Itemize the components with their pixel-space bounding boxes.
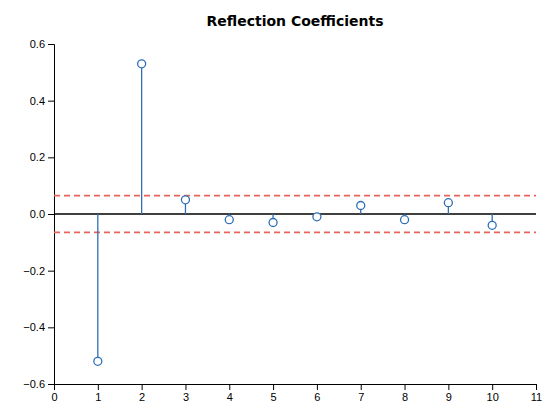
tick-mark xyxy=(492,384,493,390)
x-axis: 0 1 2 3 4 5 6 7 8 9 10 11 xyxy=(51,384,542,403)
stem-marker xyxy=(357,202,365,210)
title: Reflection Coefficients xyxy=(207,13,384,29)
tick: −0.2 xyxy=(23,265,54,277)
tick-label: 3 xyxy=(183,391,189,403)
baseline xyxy=(54,213,536,215)
tick-label: 0.0 xyxy=(30,208,45,220)
tick: 10 xyxy=(487,384,499,403)
stem-marker xyxy=(488,221,496,229)
tick-mark xyxy=(48,101,54,102)
tick: 4 xyxy=(227,384,233,403)
tick-mark xyxy=(185,384,186,390)
tick-label: 4 xyxy=(227,391,233,403)
tick: 7 xyxy=(358,384,364,403)
tick: 6 xyxy=(314,384,320,403)
tick: 9 xyxy=(446,384,452,403)
tick: 1 xyxy=(95,384,101,403)
chart: 0 1 2 3 4 5 6 7 8 9 10 11 −0.6 −0.4 −0.2 0.0 0.2 0.4 0.6 Re… xyxy=(0,0,560,420)
stem xyxy=(141,64,142,214)
tick-label: 5 xyxy=(271,391,277,403)
tick-mark xyxy=(48,214,54,215)
tick-label: −0.4 xyxy=(23,321,45,333)
tick-label: 10 xyxy=(487,391,499,403)
tick-mark xyxy=(48,384,54,385)
tick-mark xyxy=(48,44,54,45)
axis-line xyxy=(48,45,55,385)
tick-mark xyxy=(229,384,230,390)
tick: 0.2 xyxy=(30,151,54,163)
axis-line xyxy=(55,385,537,391)
stem-marker xyxy=(269,219,277,227)
stem-marker xyxy=(313,213,321,221)
tick-label: 8 xyxy=(402,391,408,403)
tick-mark xyxy=(536,384,537,390)
tick-mark xyxy=(142,384,143,390)
tick: 0 xyxy=(51,384,57,403)
stem-marker xyxy=(181,196,189,204)
tick-label: 11 xyxy=(531,391,542,403)
tick-label: 1 xyxy=(95,391,101,403)
tick-mark xyxy=(48,327,54,328)
tick-label: 0.2 xyxy=(30,151,45,163)
tick: 3 xyxy=(183,384,189,403)
tick: 0.0 xyxy=(30,208,54,220)
tick-label: −0.2 xyxy=(23,265,45,277)
y-axis: −0.6 −0.4 −0.2 0.0 0.2 0.4 0.6 xyxy=(23,38,54,390)
stem xyxy=(97,214,98,361)
tick: 2 xyxy=(139,384,145,403)
tick-mark xyxy=(317,384,318,390)
tick: −0.6 xyxy=(23,378,54,390)
stem-marker xyxy=(138,60,146,68)
tick-label: 7 xyxy=(358,391,364,403)
tick-mark xyxy=(48,271,54,272)
plot: 0 1 2 3 4 5 6 7 8 9 10 11 −0.6 −0.4 −0.2 0.0 0.2 0.4 0.6 xyxy=(23,38,542,403)
tick-label: 0.6 xyxy=(30,38,45,50)
tick-mark xyxy=(405,384,406,390)
marks xyxy=(54,60,536,366)
tick: 0.6 xyxy=(30,38,54,50)
reference-line xyxy=(54,195,536,197)
reference-line xyxy=(54,232,536,234)
tick: 8 xyxy=(402,384,408,403)
tick-mark xyxy=(48,157,54,158)
stem-marker xyxy=(94,357,102,365)
tick-label: 6 xyxy=(314,391,320,403)
tick-label: 0.4 xyxy=(30,95,45,107)
tick-mark xyxy=(98,384,99,390)
stem-marker xyxy=(401,216,409,224)
tick: −0.4 xyxy=(23,321,54,333)
tick: 11 xyxy=(531,384,542,403)
tick-mark xyxy=(361,384,362,390)
tick: 0.4 xyxy=(30,95,54,107)
tick-label: −0.6 xyxy=(23,378,45,390)
stem-marker xyxy=(225,216,233,224)
tick-label: 2 xyxy=(139,391,145,403)
tick-label: 9 xyxy=(446,391,452,403)
tick-mark xyxy=(273,384,274,390)
tick-label: 0 xyxy=(51,391,57,403)
stem-marker xyxy=(444,199,452,207)
tick-mark xyxy=(448,384,449,390)
tick: 5 xyxy=(271,384,277,403)
